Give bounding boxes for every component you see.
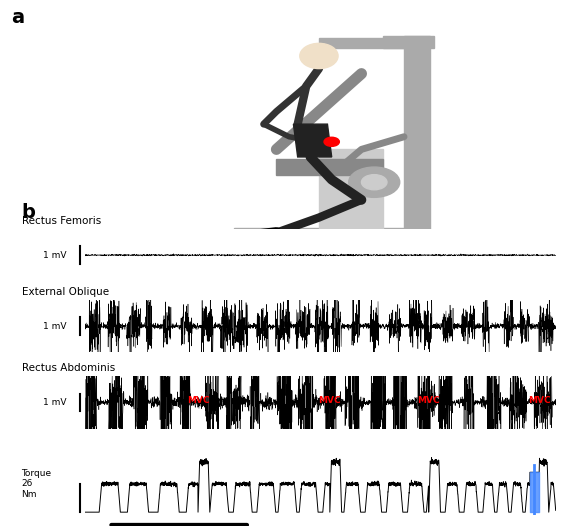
Text: b: b: [22, 203, 35, 221]
Bar: [383, 238, 434, 250]
Text: a: a: [11, 7, 24, 27]
Text: 1 mV: 1 mV: [43, 250, 66, 260]
Bar: [319, 149, 383, 238]
Text: 1 mV: 1 mV: [43, 398, 66, 407]
Circle shape: [349, 167, 400, 197]
Bar: [277, 159, 383, 175]
Text: Torque
26
Nm: Torque 26 Nm: [22, 469, 52, 499]
Text: MVC: MVC: [417, 396, 440, 405]
Polygon shape: [294, 124, 332, 157]
Bar: [319, 38, 425, 48]
Ellipse shape: [300, 43, 338, 68]
Bar: [404, 36, 430, 250]
Text: MVC: MVC: [528, 396, 551, 405]
Text: External Oblique: External Oblique: [22, 287, 109, 297]
Circle shape: [324, 137, 339, 146]
Text: Rectus Femoris: Rectus Femoris: [22, 216, 101, 226]
Circle shape: [362, 175, 387, 190]
Text: MVC: MVC: [319, 396, 341, 405]
Bar: [234, 228, 425, 238]
Text: Rectus Abdominis: Rectus Abdominis: [22, 363, 115, 373]
Text: 1 mV: 1 mV: [43, 321, 66, 331]
Bar: [383, 36, 434, 48]
Text: MVC: MVC: [187, 396, 209, 405]
